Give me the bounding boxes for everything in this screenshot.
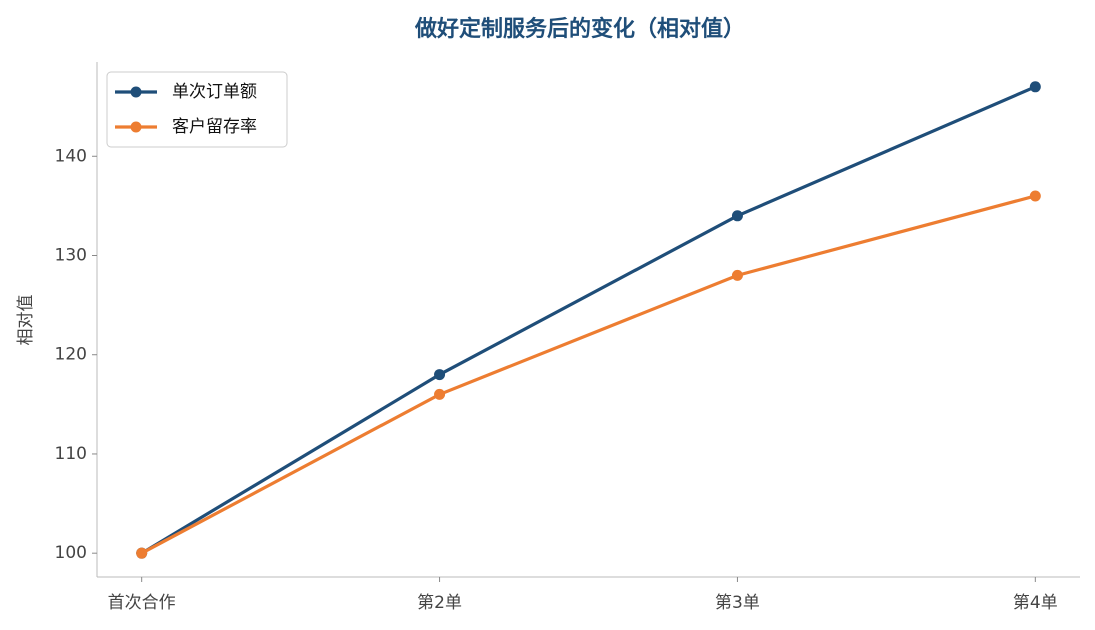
x-tick-label: 第4单	[1013, 593, 1058, 613]
legend-marker	[130, 121, 142, 133]
x-tick-label: 第3单	[715, 593, 760, 613]
data-point	[1029, 81, 1041, 93]
chart-title: 做好定制服务后的变化（相对值）	[414, 16, 745, 42]
y-axis-label: 相对值	[16, 295, 36, 346]
legend-marker	[130, 86, 142, 98]
data-point	[731, 269, 743, 281]
y-tick-label: 120	[55, 345, 87, 365]
data-point	[1029, 190, 1041, 202]
data-point	[136, 547, 148, 559]
data-point	[434, 369, 446, 381]
y-tick-label: 130	[55, 245, 87, 265]
x-tick-label: 第2单	[417, 593, 462, 613]
legend-label: 客户留存率	[172, 117, 257, 137]
y-tick-label: 110	[55, 444, 87, 464]
y-tick-label: 140	[55, 146, 87, 166]
series-line	[140, 194, 1036, 555]
y-tick-label: 100	[55, 543, 87, 563]
legend-label: 单次订单额	[172, 82, 257, 102]
series-line	[140, 85, 1036, 555]
data-point	[731, 210, 743, 222]
data-point	[434, 388, 446, 400]
x-tick-label: 首次合作	[108, 593, 176, 613]
